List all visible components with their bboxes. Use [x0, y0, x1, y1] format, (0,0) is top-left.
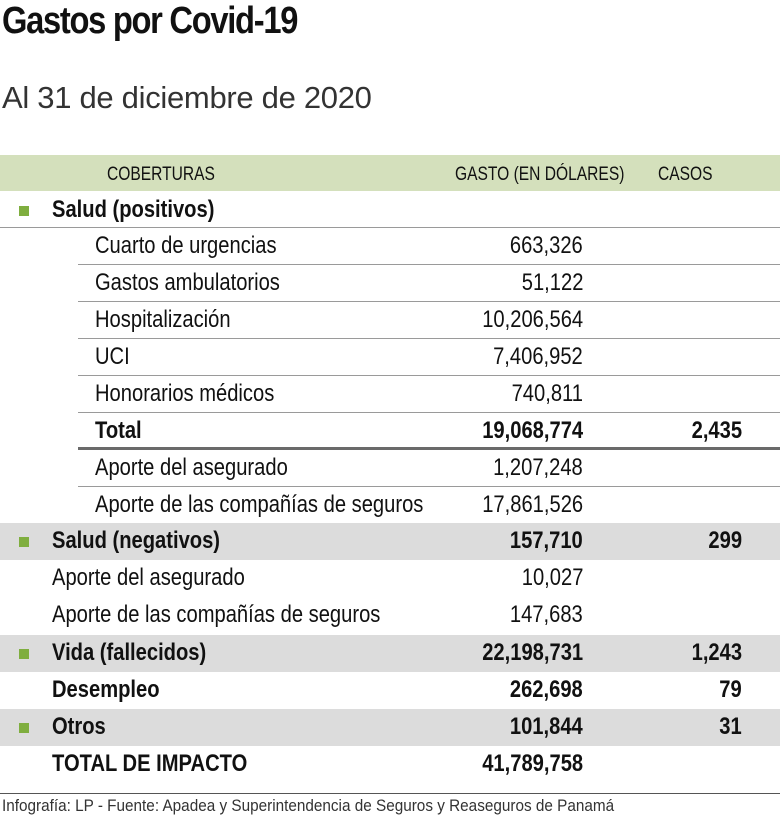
table-row: Total 19,068,774 2,435: [0, 413, 780, 450]
row-label: Aporte de las compañías de seguros: [52, 601, 381, 628]
bullet-icon: [19, 206, 29, 216]
table-row: UCI 7,406,952: [0, 339, 780, 376]
row-gasto: 663,326: [510, 232, 583, 259]
row-gasto: 740,811: [511, 380, 583, 407]
table-row: Aporte del asegurado 10,027: [0, 560, 780, 597]
table-row: Aporte de las compañías de seguros 17,861…: [0, 487, 780, 523]
row-divider: [78, 412, 780, 413]
row-gasto: 262,698: [510, 676, 583, 703]
column-header-gasto: GASTO (EN DÓLARES): [455, 164, 625, 185]
row-label: Cuarto de urgencias: [95, 232, 277, 259]
table-row: Honorarios médicos 740,811: [0, 376, 780, 413]
bullet-icon: [19, 537, 29, 547]
table-row: Hospitalización 10,206,564: [0, 302, 780, 339]
row-label: Aporte del asegurado: [52, 564, 245, 591]
row-divider: [0, 227, 780, 228]
row-label: Aporte del asegurado: [95, 454, 288, 481]
row-label: Salud (negativos): [52, 527, 221, 554]
row-label: Total: [95, 417, 142, 444]
row-divider: [78, 264, 780, 265]
row-gasto: 10,206,564: [482, 306, 583, 333]
row-gasto: 101,844: [510, 713, 583, 740]
row-gasto: 7,406,952: [493, 343, 583, 370]
row-label: Gastos ambulatorios: [95, 269, 280, 296]
row-label: TOTAL DE IMPACTO: [52, 750, 248, 777]
row-gasto: 17,861,526: [482, 491, 583, 518]
row-label: Salud (positivos): [52, 196, 215, 223]
table-row: TOTAL DE IMPACTO 41,789,758: [0, 746, 780, 784]
table-row: Vida (fallecidos) 22,198,731 1,243: [0, 635, 780, 672]
row-gasto: 147,683: [510, 601, 583, 628]
table-row: Salud (positivos): [0, 192, 780, 228]
row-divider: [78, 447, 780, 450]
row-gasto: 1,207,248: [493, 454, 583, 481]
table-row: Aporte de las compañías de seguros 147,68…: [0, 597, 780, 635]
footer-divider: [0, 793, 780, 794]
row-gasto: 51,122: [521, 269, 583, 296]
row-gasto: 22,198,731: [482, 639, 583, 666]
row-casos: 31: [719, 713, 742, 740]
table-row: Otros 101,844 31: [0, 709, 780, 746]
table-row: Gastos ambulatorios 51,122: [0, 265, 780, 302]
column-header-casos: CASOS: [658, 164, 713, 185]
row-gasto: 157,710: [510, 527, 583, 554]
row-label: Honorarios médicos: [95, 380, 275, 407]
bullet-icon: [19, 723, 29, 733]
row-gasto: 10,027: [521, 564, 583, 591]
row-casos: 2,435: [691, 417, 742, 444]
row-gasto: 41,789,758: [482, 750, 583, 777]
row-casos: 79: [719, 676, 742, 703]
page-title: Gastos por Covid-19: [2, 0, 298, 42]
footer-credit: Infografía: LP - Fuente: Apadea y Superi…: [2, 796, 615, 815]
row-divider: [78, 338, 780, 339]
row-gasto: 19,068,774: [482, 417, 583, 444]
table-header: COBERTURAS GASTO (EN DÓLARES) CASOS: [0, 155, 780, 191]
table-row: Desempleo 262,698 79: [0, 672, 780, 709]
row-label: Desempleo: [52, 676, 160, 703]
bullet-icon: [19, 649, 29, 659]
table-row: Cuarto de urgencias 663,326: [0, 228, 780, 265]
page-subtitle: Al 31 de diciembre de 2020: [2, 80, 372, 115]
row-divider: [78, 375, 780, 376]
row-casos: 1,243: [691, 639, 742, 666]
row-label: Aporte de las compañías de seguros: [95, 491, 424, 518]
column-header-coberturas: COBERTURAS: [107, 164, 215, 185]
table-row: Salud (negativos) 157,710 299: [0, 523, 780, 560]
table-row: Aporte del asegurado 1,207,248: [0, 450, 780, 487]
row-label: UCI: [95, 343, 130, 370]
row-label: Hospitalización: [95, 306, 231, 333]
row-casos: 299: [708, 527, 742, 554]
row-divider: [78, 486, 780, 487]
row-divider: [78, 301, 780, 302]
row-label: Vida (fallecidos): [52, 639, 207, 666]
row-label: Otros: [52, 713, 106, 740]
